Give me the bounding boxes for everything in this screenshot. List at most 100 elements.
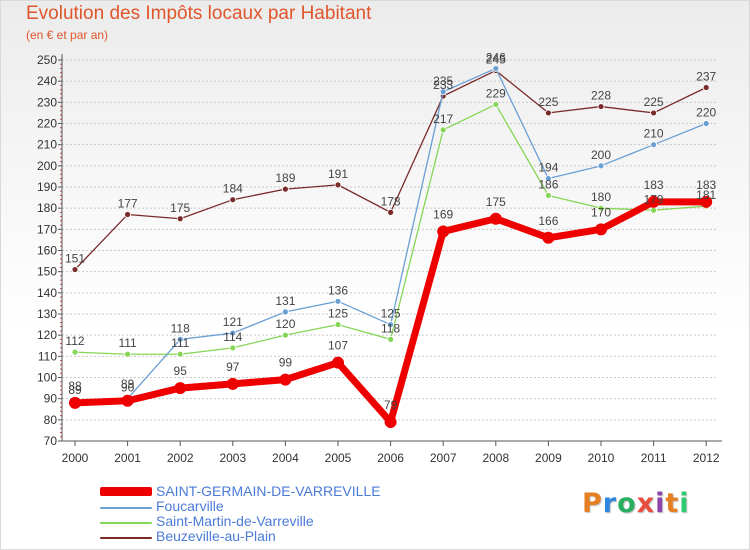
legend-swatch xyxy=(100,507,152,509)
data-point xyxy=(595,223,607,236)
data-point xyxy=(545,175,552,182)
data-label: 178 xyxy=(381,194,401,208)
logo-letter: t xyxy=(665,488,680,519)
data-point xyxy=(492,101,500,108)
data-point xyxy=(650,206,657,214)
data-point xyxy=(702,120,710,127)
x-tick-label: 2009 xyxy=(535,451,562,465)
data-label: 97 xyxy=(226,360,240,374)
x-tick-label: 2006 xyxy=(377,451,404,465)
data-label: 191 xyxy=(328,167,348,181)
data-label: 177 xyxy=(118,197,138,211)
data-label: 121 xyxy=(223,315,243,329)
logo-letter: i xyxy=(679,488,690,519)
y-tick-label: 230 xyxy=(37,95,57,109)
data-point xyxy=(387,335,395,343)
data-label: 107 xyxy=(328,339,348,353)
data-label: 90 xyxy=(121,381,135,395)
data-point xyxy=(71,348,79,356)
y-tick-label: 90 xyxy=(44,392,58,406)
data-point xyxy=(489,212,502,225)
data-point xyxy=(439,88,447,96)
data-label: 125 xyxy=(328,307,348,321)
data-label: 111 xyxy=(118,336,137,350)
data-label: 131 xyxy=(275,294,295,308)
y-tick-label: 250 xyxy=(37,53,57,67)
data-label: 189 xyxy=(275,171,295,185)
x-tick-label: 2008 xyxy=(482,451,509,465)
logo-letter: x xyxy=(636,488,656,519)
y-tick-label: 170 xyxy=(37,222,57,236)
y-tick-label: 110 xyxy=(38,349,57,363)
data-label: 183 xyxy=(644,178,664,192)
y-tick-label: 240 xyxy=(37,74,57,88)
data-label: 229 xyxy=(486,86,506,100)
x-tick-label: 2004 xyxy=(272,451,299,465)
data-label: 88 xyxy=(68,379,82,393)
data-label: 89 xyxy=(121,377,135,391)
data-label: 175 xyxy=(170,201,190,215)
data-point xyxy=(492,65,500,72)
data-label: 118 xyxy=(171,321,190,335)
x-tick-label: 2011 xyxy=(641,451,667,465)
data-point xyxy=(384,415,397,428)
data-point xyxy=(229,196,237,204)
data-point xyxy=(545,109,552,117)
x-tick-label: 2000 xyxy=(62,451,89,465)
data-label: 225 xyxy=(538,95,558,109)
data-point xyxy=(700,195,713,208)
x-tick-label: 2001 xyxy=(114,451,141,465)
data-point xyxy=(69,396,81,409)
data-label: 114 xyxy=(223,330,242,344)
legend-swatch xyxy=(100,522,152,524)
data-point xyxy=(387,208,395,216)
legend-label: SAINT-GERMAIN-DE-VARREVILLE xyxy=(156,483,381,499)
data-point xyxy=(124,211,131,218)
data-point xyxy=(176,215,184,223)
data-label: 194 xyxy=(538,161,558,175)
legend-label: Beuzeville-au-Plain xyxy=(156,528,276,544)
data-point xyxy=(597,103,605,110)
data-point xyxy=(597,204,605,212)
proxiti-logo: Proxiti xyxy=(582,488,690,519)
data-label: 233 xyxy=(433,78,453,92)
data-point xyxy=(71,266,79,273)
y-tick-label: 100 xyxy=(37,371,57,385)
data-label: 125 xyxy=(381,307,401,321)
data-label: 89 xyxy=(68,383,82,397)
series-line xyxy=(74,69,707,270)
y-tick-label: 70 xyxy=(44,434,58,448)
data-label: 79 xyxy=(384,398,398,412)
data-point xyxy=(387,321,395,328)
data-point xyxy=(332,356,344,369)
y-tick-label: 200 xyxy=(37,159,57,173)
data-label: 175 xyxy=(486,195,506,209)
data-label: 169 xyxy=(433,207,453,221)
data-point xyxy=(545,192,552,199)
y-tick-label: 190 xyxy=(37,180,57,194)
logo-letter: P xyxy=(582,488,603,519)
data-label: 217 xyxy=(433,112,453,126)
data-point xyxy=(279,373,292,386)
y-tick-label: 130 xyxy=(37,307,57,321)
data-label: 210 xyxy=(644,127,664,141)
data-point xyxy=(176,350,184,358)
data-label: 170 xyxy=(591,205,611,219)
data-point xyxy=(124,350,131,358)
data-point xyxy=(437,225,450,238)
data-point xyxy=(281,308,289,316)
data-label: 183 xyxy=(696,178,716,192)
data-point xyxy=(647,195,660,208)
data-label: 237 xyxy=(696,70,716,84)
data-label: 180 xyxy=(591,190,611,204)
data-point xyxy=(334,321,342,328)
data-label: 118 xyxy=(381,321,400,335)
data-label: 136 xyxy=(328,283,348,297)
data-point xyxy=(542,231,555,244)
logo-letter: r xyxy=(602,488,618,519)
data-label: 200 xyxy=(591,148,611,162)
data-label: 151 xyxy=(65,252,85,266)
data-label: 246 xyxy=(486,50,506,64)
chart-subtitle: (en € et par an) xyxy=(26,28,109,42)
